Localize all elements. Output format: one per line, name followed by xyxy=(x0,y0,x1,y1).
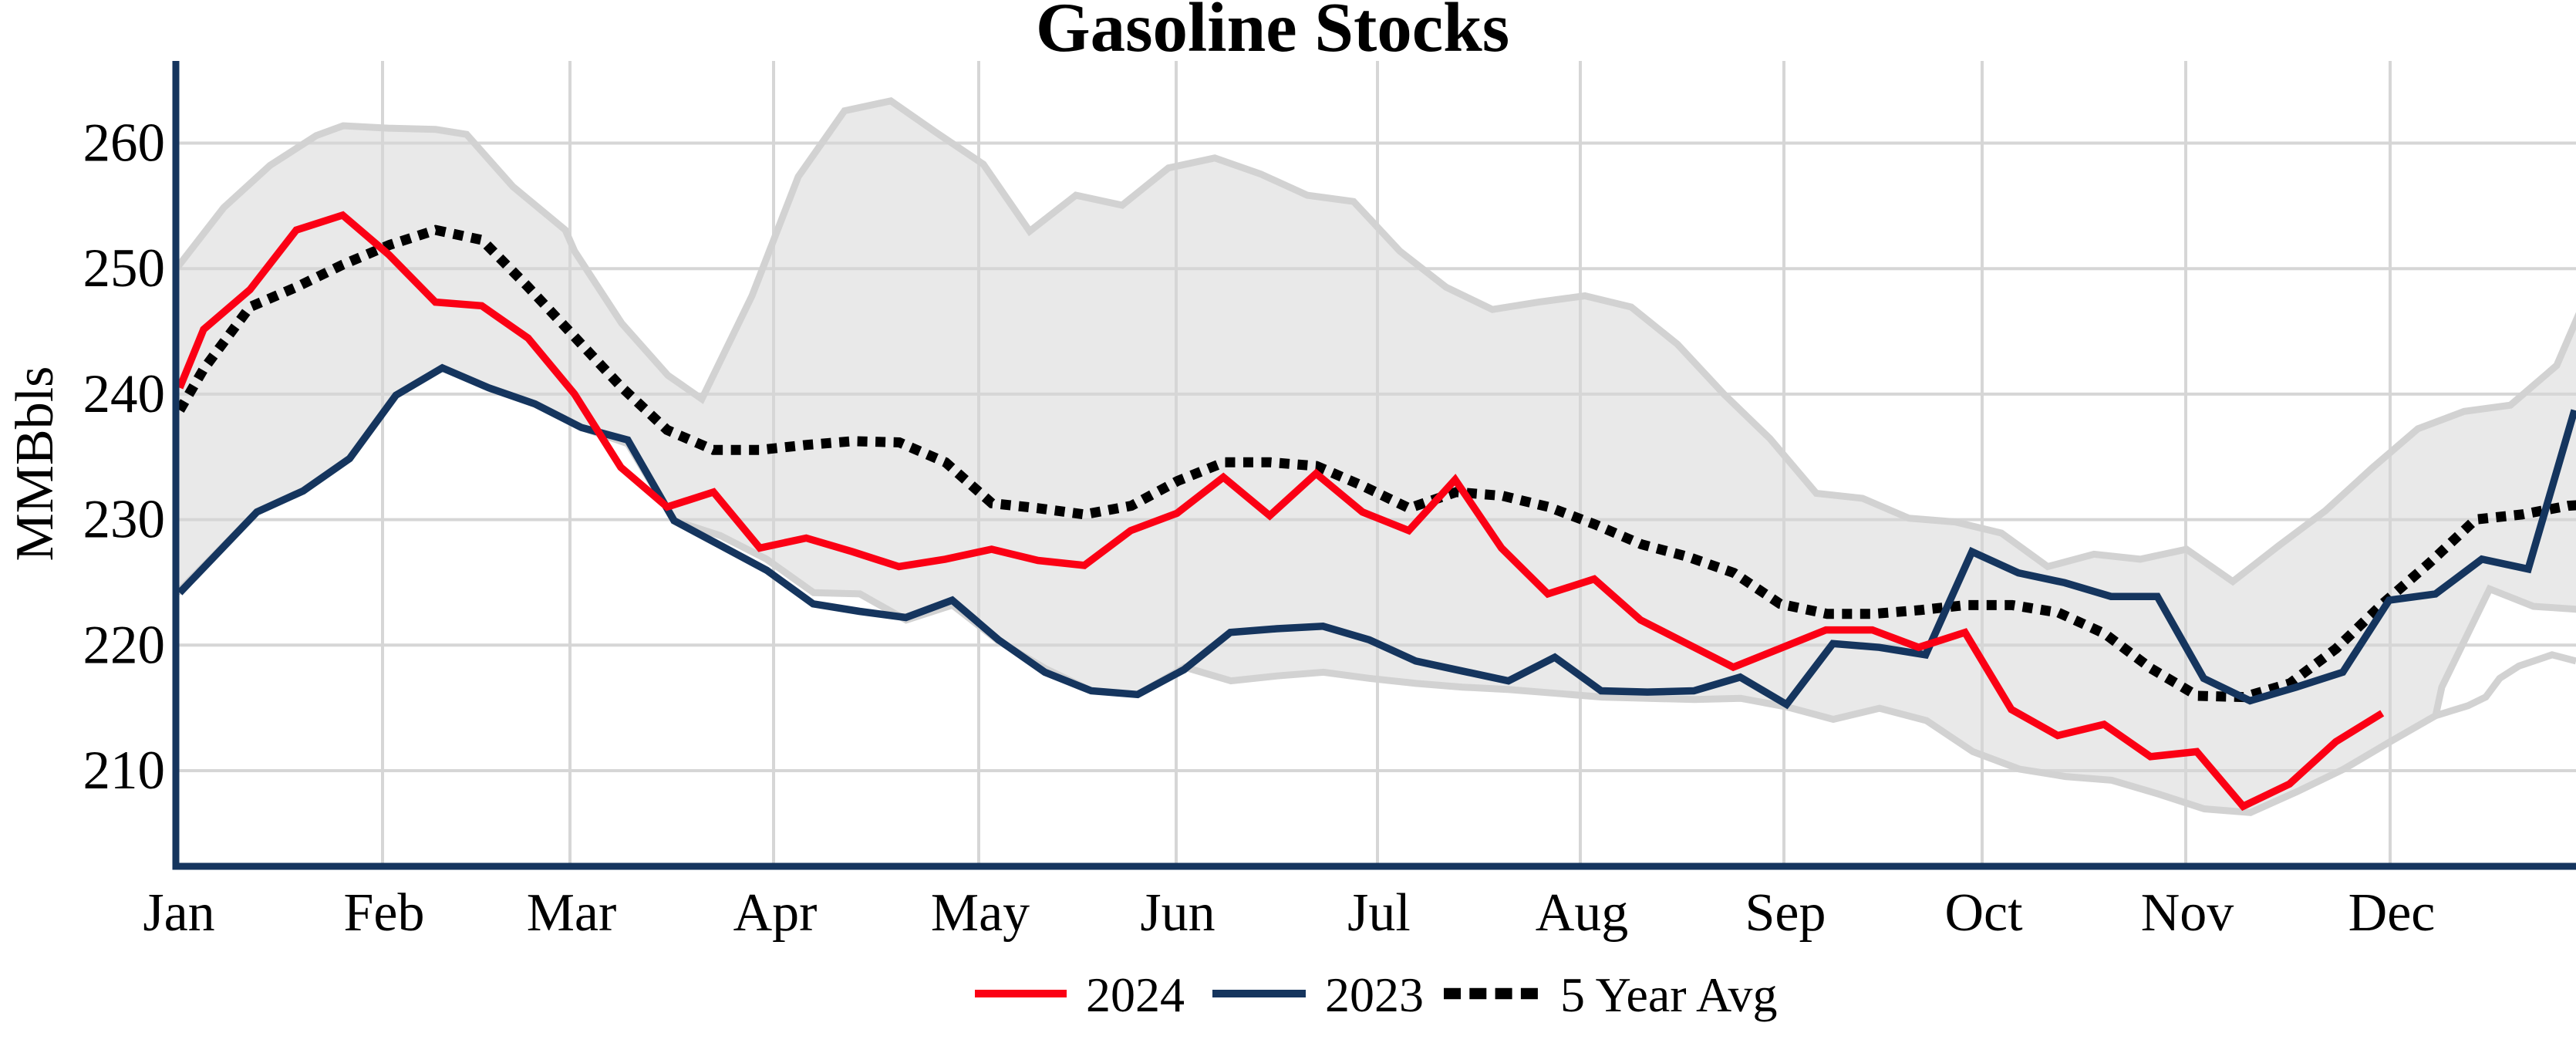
svg-text:Mar: Mar xyxy=(527,883,617,943)
svg-text:Oct: Oct xyxy=(1944,883,2023,943)
svg-text:2024: 2024 xyxy=(1086,967,1185,1022)
svg-text:May: May xyxy=(931,883,1030,943)
svg-text:Jan: Jan xyxy=(143,883,214,943)
svg-text:2023: 2023 xyxy=(1325,967,1424,1022)
svg-text:Apr: Apr xyxy=(733,883,818,943)
svg-text:Sep: Sep xyxy=(1745,883,1826,943)
svg-text:210: 210 xyxy=(83,741,166,801)
svg-text:Gasoline Stocks: Gasoline Stocks xyxy=(1036,0,1509,66)
svg-text:Jun: Jun xyxy=(1140,883,1215,943)
svg-text:Jul: Jul xyxy=(1347,883,1411,943)
svg-text:MMBbls: MMBbls xyxy=(5,366,65,562)
svg-text:260: 260 xyxy=(83,113,166,174)
svg-text:Nov: Nov xyxy=(2141,883,2234,943)
svg-text:240: 240 xyxy=(83,364,166,424)
svg-text:Aug: Aug xyxy=(1536,883,1629,943)
svg-text:230: 230 xyxy=(83,490,166,550)
svg-text:220: 220 xyxy=(83,615,166,675)
svg-text:Dec: Dec xyxy=(2348,883,2436,943)
svg-text:5 Year Avg: 5 Year Avg xyxy=(1560,967,1778,1022)
svg-text:250: 250 xyxy=(83,238,166,299)
svg-text:Feb: Feb xyxy=(344,883,425,943)
